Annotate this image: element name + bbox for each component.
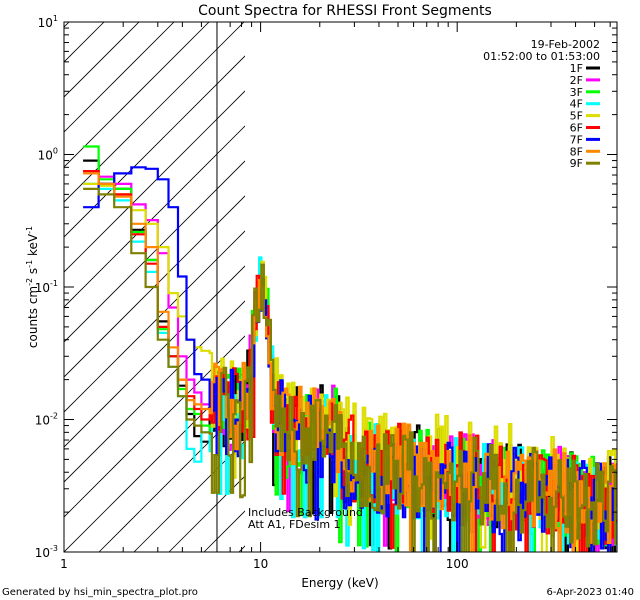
series-lines — [83, 145, 617, 552]
chart-title: Count Spectra for RHESSI Front Segments — [198, 3, 492, 19]
timestamp: 6-Apr-2023 01:40 — [547, 587, 634, 598]
y-tick-label--3: 10-3 — [35, 544, 58, 560]
legend-label-7F: 7F — [570, 133, 583, 146]
y-axis-label: counts cm-2 s-1 keV-1 — [25, 226, 40, 348]
annotation-background: Includes Background — [248, 506, 363, 519]
generated-by: Generated by hsi_min_spectra_plot.pro — [2, 587, 198, 598]
legend-label-2F: 2F — [570, 74, 583, 87]
y-tick-label--1: 10-1 — [35, 279, 58, 295]
x-tick-label-100: 100 — [446, 557, 469, 571]
hatched-region — [64, 22, 245, 552]
legend-label-4F: 4F — [570, 98, 583, 111]
legend-label-5F: 5F — [570, 110, 583, 123]
y-axis-ticks: 10-3 10-2 10-1 100 101 — [35, 14, 617, 560]
date-label: 19-Feb-2002 — [531, 38, 600, 51]
series-line-7F — [83, 166, 617, 552]
legend-label-3F: 3F — [570, 86, 583, 99]
annotation-attenuator: Att A1, FDesim 1 — [248, 518, 341, 531]
x-tick-label-1: 1 — [60, 557, 68, 571]
series-line-9F — [83, 187, 617, 552]
x-axis-ticks: 1 10 100 — [60, 22, 611, 571]
legend-label-9F: 9F — [570, 157, 583, 170]
x-axis-label: Energy (keV) — [301, 576, 378, 590]
y-tick-label-0: 100 — [38, 147, 58, 163]
x-tick-label-10: 10 — [253, 557, 268, 571]
y-tick-label--2: 10-2 — [35, 412, 58, 428]
legend-label-8F: 8F — [570, 145, 583, 158]
legend-label-6F: 6F — [570, 122, 583, 135]
time-range-label: 01:52:00 to 01:53:00 — [483, 50, 600, 63]
y-tick-label-1: 101 — [38, 14, 58, 30]
legend-label-1F: 1F — [570, 62, 583, 75]
